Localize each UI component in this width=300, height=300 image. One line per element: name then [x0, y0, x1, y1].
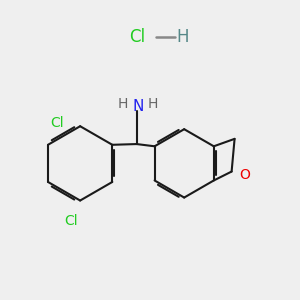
Text: H: H: [118, 97, 128, 111]
Text: H: H: [148, 97, 158, 111]
Text: Cl: Cl: [50, 116, 64, 130]
Text: H: H: [177, 28, 189, 46]
Text: O: O: [239, 167, 250, 182]
Text: Cl: Cl: [64, 214, 78, 228]
Text: N: N: [132, 98, 144, 113]
Text: Cl: Cl: [129, 28, 145, 46]
